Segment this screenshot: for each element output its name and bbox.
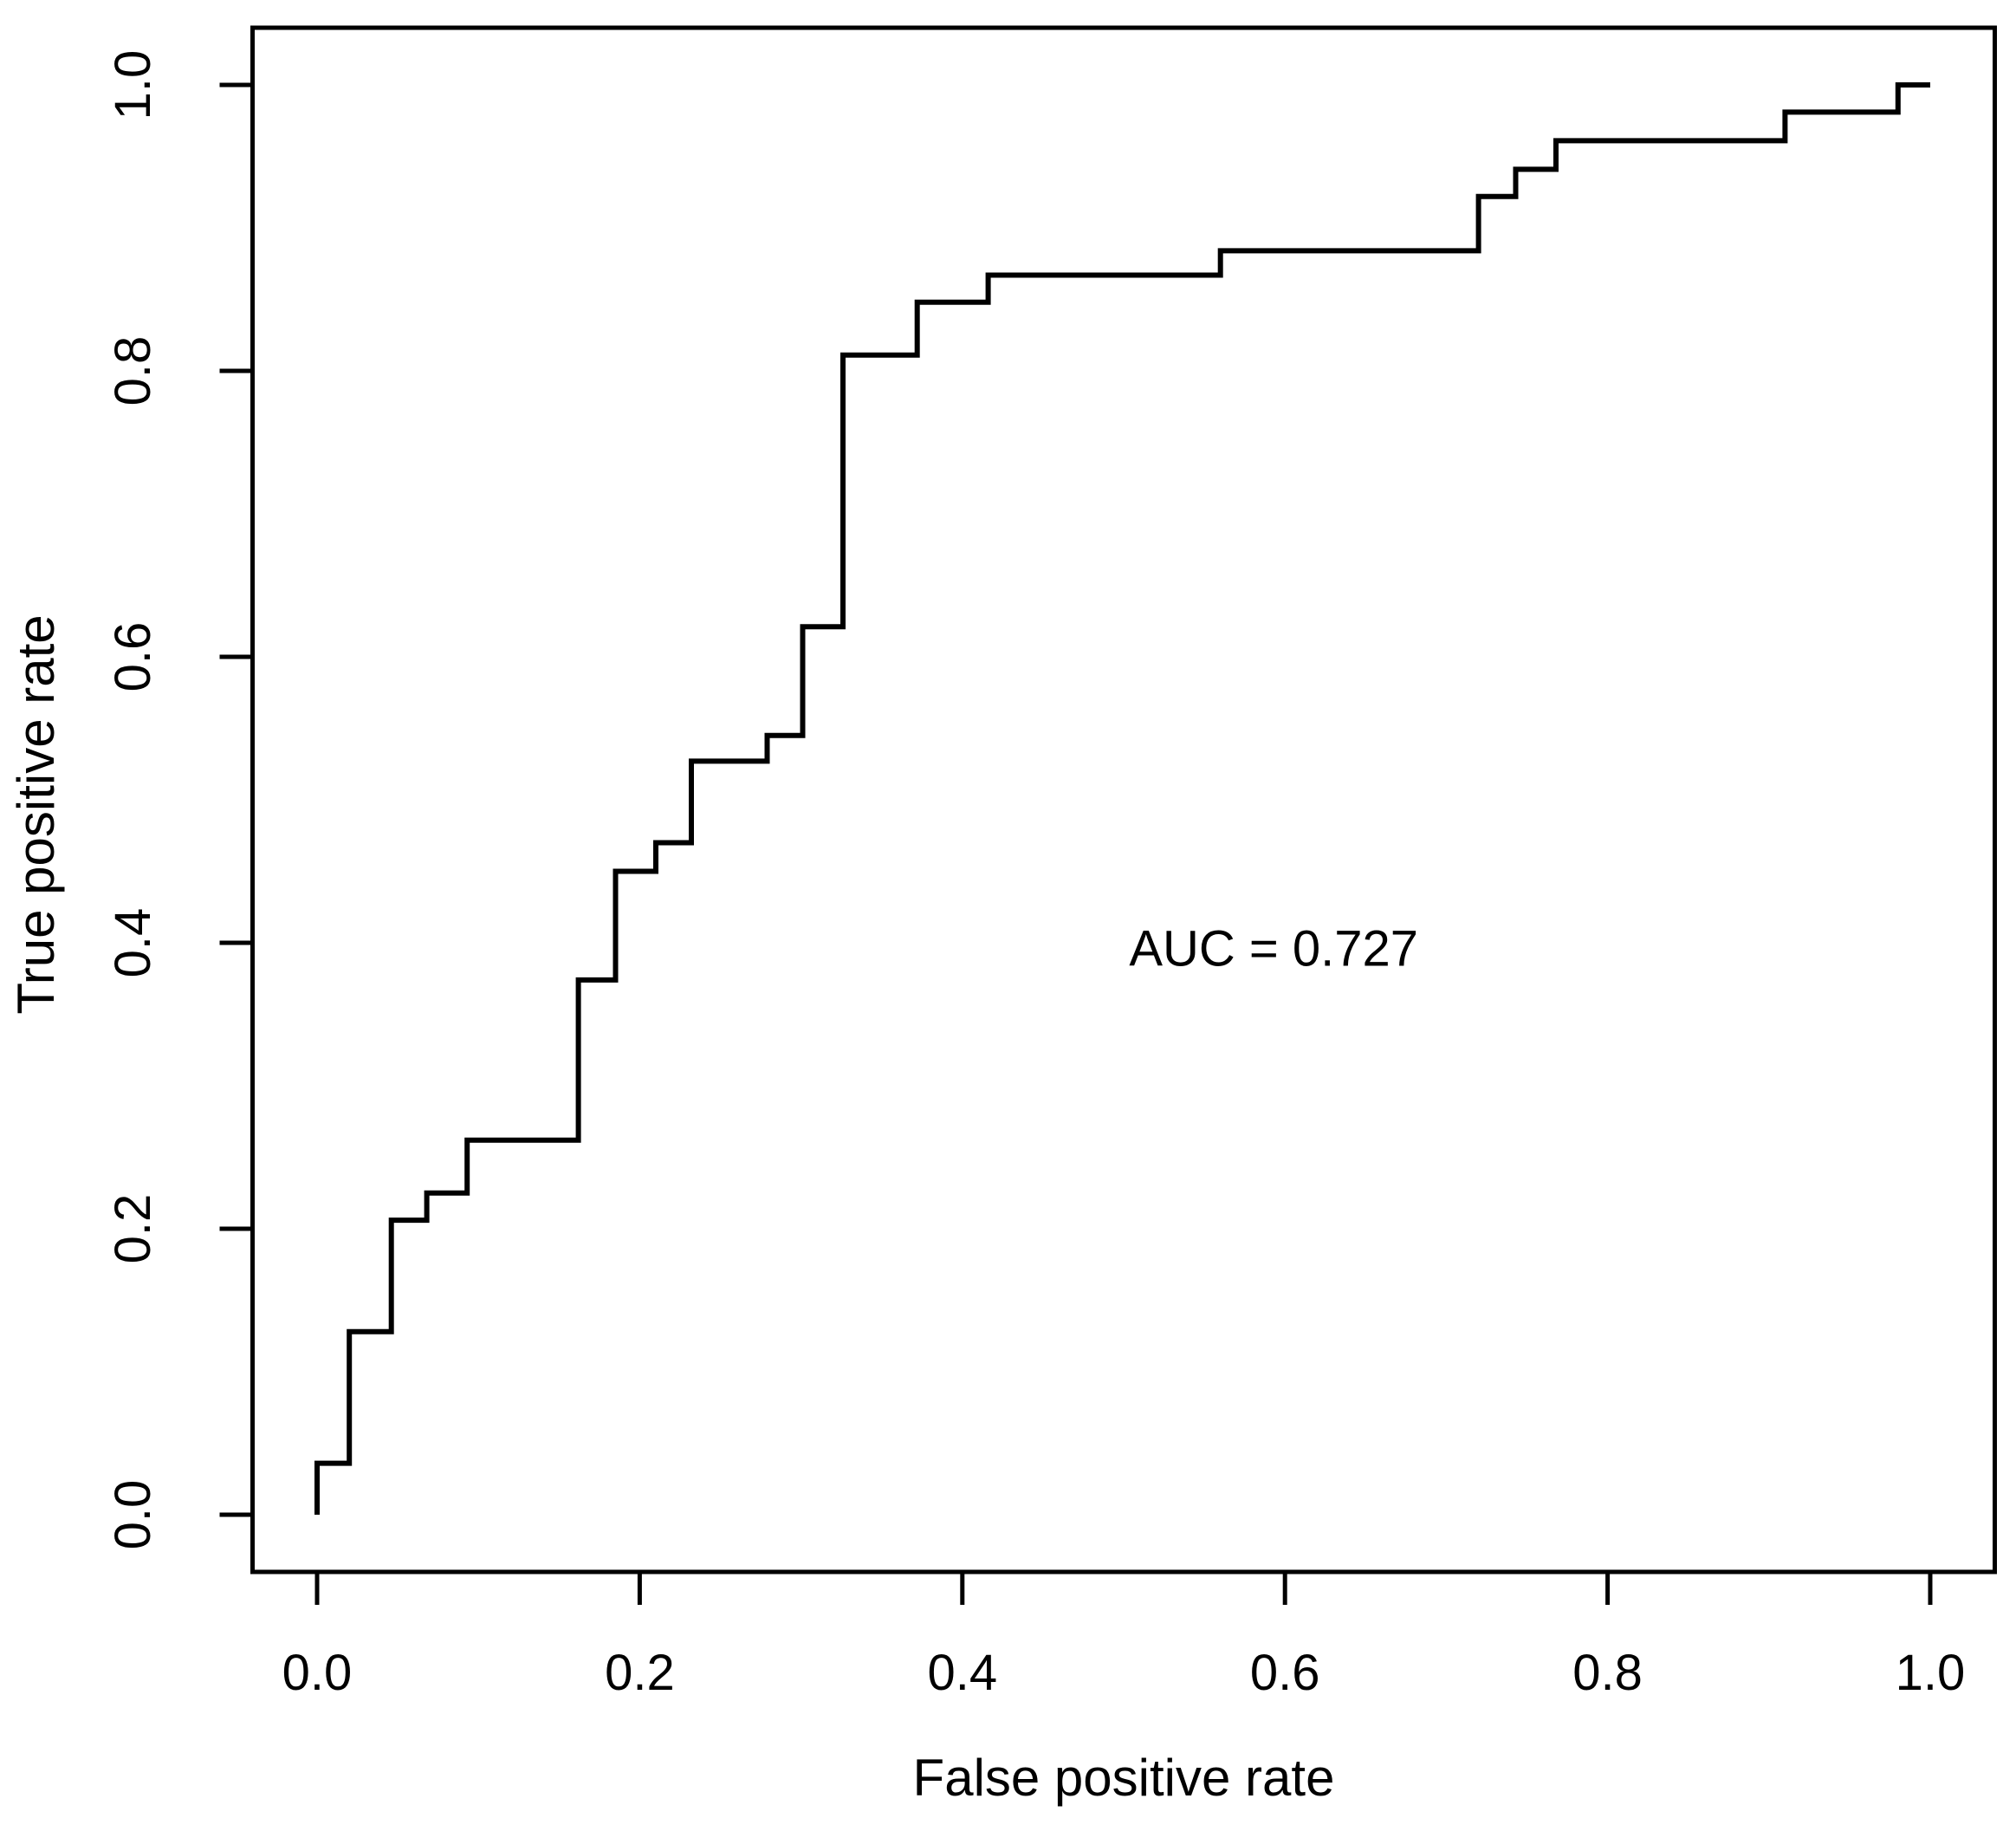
plot-box <box>250 25 1997 1575</box>
x-axis-title: False positive rate <box>913 1749 1335 1807</box>
y-tick-label: 0.0 <box>105 1480 161 1550</box>
auc-annotation: AUC = 0.727 <box>1129 921 1418 977</box>
y-axis-tick-labels: 0.0 0.2 0.4 0.6 0.8 1.0 <box>105 50 161 1550</box>
y-tick-label: 0.4 <box>105 908 161 978</box>
x-tick-label: 0.8 <box>1572 1645 1643 1701</box>
x-tick-label: 0.2 <box>605 1645 675 1701</box>
roc-curve-group <box>314 82 1930 1515</box>
roc-curve <box>314 82 1930 1515</box>
y-axis-title: True positive rate <box>7 614 65 1014</box>
x-axis-ticks <box>314 1572 1933 1605</box>
y-tick-label: 0.6 <box>105 622 161 692</box>
x-axis-tick-labels: 0.0 0.2 0.4 0.6 0.8 1.0 <box>282 1645 1966 1701</box>
y-tick-label: 0.2 <box>105 1194 161 1264</box>
x-tick-label: 1.0 <box>1896 1645 1966 1701</box>
y-tick-label: 0.8 <box>105 336 161 406</box>
y-tick-label: 1.0 <box>105 50 161 120</box>
y-axis-ticks <box>219 82 253 1517</box>
x-tick-label: 0.6 <box>1250 1645 1320 1701</box>
x-tick-label: 0.4 <box>927 1645 997 1701</box>
x-tick-label: 0.0 <box>282 1645 353 1701</box>
